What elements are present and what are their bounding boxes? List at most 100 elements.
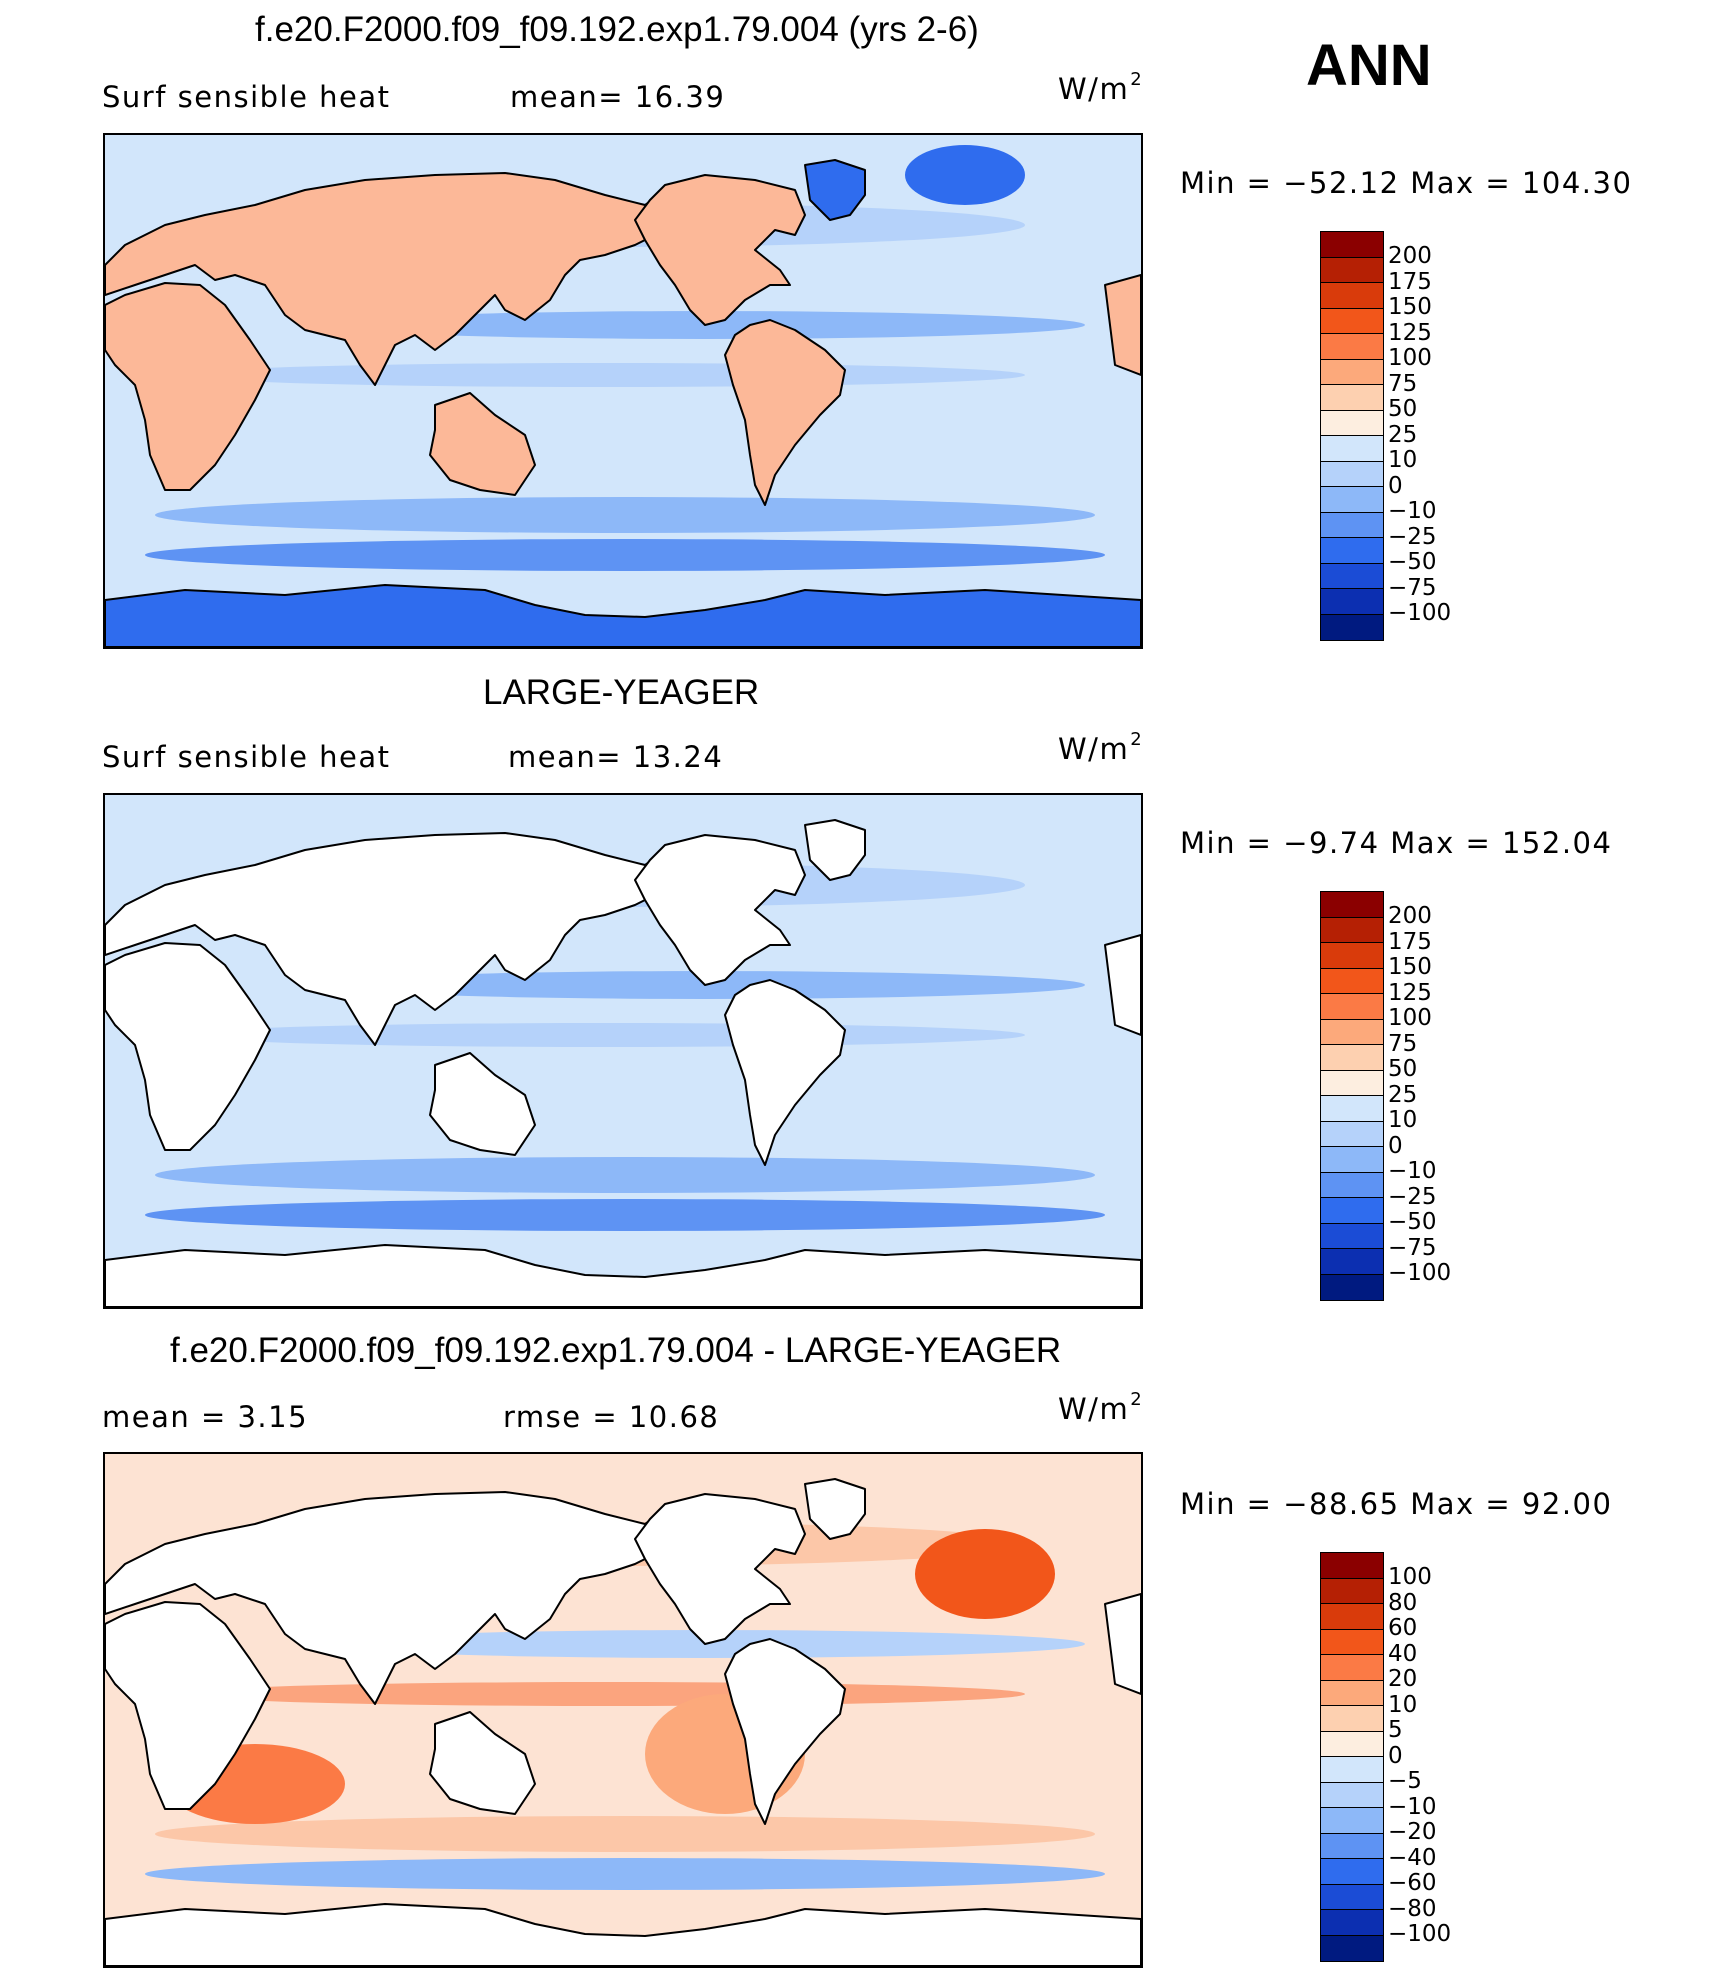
panel-3-map xyxy=(103,1452,1143,1968)
colorbar-tick-label: 25 xyxy=(1388,1081,1418,1108)
continent-africa xyxy=(105,942,271,1151)
colorbar-tick-label: −75 xyxy=(1388,1234,1437,1261)
colorbar-swatch xyxy=(1321,410,1383,436)
colorbar-swatch xyxy=(1321,1757,1383,1783)
continent-africa xyxy=(105,1601,271,1810)
continent-africa-east-edge xyxy=(1104,274,1141,376)
panel-2-variable-label: Surf sensible heat xyxy=(102,740,391,774)
colorbar-tick-label: 0 xyxy=(1388,1132,1403,1159)
panel-3-title: f.e20.F2000.f09_f09.192.exp1.79.004 - LA… xyxy=(170,1331,1062,1370)
field-band xyxy=(185,1023,1025,1047)
colorbar-swatch xyxy=(1321,1553,1383,1579)
panel-3-colorbar-ticks: 100 80 60 40 20 10 5 0 −5 −10 −20 −40 −60 −80 −100 xyxy=(1388,1564,1452,1948)
colorbar-swatch xyxy=(1321,1884,1383,1910)
panel-2-minmax: Min = −9.74 Max = 152.04 xyxy=(1180,826,1613,860)
colorbar-swatch xyxy=(1321,1655,1383,1681)
colorbar-swatch xyxy=(1321,563,1383,589)
colorbar-tick-label: 10 xyxy=(1388,1107,1418,1133)
continent-antarctica xyxy=(105,584,1141,647)
colorbar-swatch xyxy=(1321,943,1383,969)
colorbar-tick-label: 10 xyxy=(1388,447,1418,473)
colorbar-swatch xyxy=(1321,512,1383,538)
field-band xyxy=(145,1199,1105,1231)
continent-greenland xyxy=(804,819,866,881)
colorbar-tick-label: 125 xyxy=(1388,319,1432,346)
continent-greenland xyxy=(804,1478,866,1540)
panel-3-units: W/m2 xyxy=(1058,1389,1144,1426)
colorbar-tick-label: 100 xyxy=(1388,345,1432,371)
panel-1-minmax: Min = −52.12 Max = 104.30 xyxy=(1180,166,1633,200)
colorbar-swatch xyxy=(1321,308,1383,334)
panel-1-variable-label: Surf sensible heat xyxy=(102,80,391,114)
field-band xyxy=(145,539,1105,571)
panel-1-mean-label: mean= 16.39 xyxy=(510,80,726,114)
panel-1-colorbar xyxy=(1320,231,1384,641)
continent-eurasia xyxy=(105,1491,696,1705)
colorbar-tick-label: 20 xyxy=(1388,1666,1418,1692)
field-blob xyxy=(915,1529,1055,1619)
colorbar-swatch xyxy=(1321,1096,1383,1122)
colorbar-tick-label: −80 xyxy=(1388,1895,1437,1922)
panel-2-colorbar-ticks: 200 175 150 125 100 75 50 25 10 0 −10 −25 −50 −75 −100 xyxy=(1388,903,1452,1287)
continent-australia xyxy=(429,1052,536,1156)
continent-south-america xyxy=(724,979,846,1166)
field-band xyxy=(185,363,1025,387)
colorbar-tick-label: −5 xyxy=(1388,1768,1422,1794)
colorbar-swatch xyxy=(1321,1249,1383,1275)
field-band xyxy=(145,1858,1105,1890)
panel-1-map xyxy=(103,133,1143,649)
colorbar-tick-label: 50 xyxy=(1388,396,1418,422)
colorbar-tick-label: −50 xyxy=(1388,549,1437,575)
colorbar-tick-label: 125 xyxy=(1388,979,1432,1006)
panel-2-mean-label: mean= 13.24 xyxy=(508,740,724,774)
field-band xyxy=(185,1682,1025,1706)
colorbar-swatch xyxy=(1321,1604,1383,1630)
colorbar-swatch xyxy=(1321,1629,1383,1655)
colorbar-swatch xyxy=(1321,1935,1383,1961)
colorbar-swatch xyxy=(1321,487,1383,513)
colorbar-tick-label: 75 xyxy=(1388,1030,1418,1057)
colorbar-tick-label: −10 xyxy=(1388,1158,1437,1184)
continent-antarctica xyxy=(105,1244,1141,1307)
colorbar-tick-label: −75 xyxy=(1388,574,1437,601)
continent-north-america xyxy=(634,834,806,986)
colorbar-swatch xyxy=(1321,283,1383,309)
colorbar-tick-label: 150 xyxy=(1388,294,1432,320)
colorbar-swatch xyxy=(1321,1045,1383,1071)
colorbar-tick-label: 200 xyxy=(1388,903,1432,929)
colorbar-swatch xyxy=(1321,1198,1383,1224)
colorbar-swatch xyxy=(1321,1859,1383,1885)
continent-greenland xyxy=(804,159,866,221)
colorbar-swatch xyxy=(1321,614,1383,640)
panel-1-colorbar-ticks: 200 175 150 125 100 75 50 25 10 0 −10 −25 −50 −75 −100 xyxy=(1388,243,1451,627)
continent-south-america xyxy=(724,1638,846,1825)
panel-2-colorbar xyxy=(1320,891,1384,1301)
colorbar-swatch xyxy=(1321,1121,1383,1147)
colorbar-swatch xyxy=(1321,1147,1383,1173)
continent-north-america xyxy=(634,1493,806,1645)
colorbar-swatch xyxy=(1321,1274,1383,1300)
colorbar-tick-label: −40 xyxy=(1388,1844,1437,1871)
colorbar-tick-label: −60 xyxy=(1388,1870,1437,1896)
colorbar-tick-label: −100 xyxy=(1388,1260,1452,1286)
continent-eurasia xyxy=(105,172,696,386)
colorbar-tick-label: −50 xyxy=(1388,1209,1437,1235)
colorbar-tick-label: 100 xyxy=(1388,1564,1432,1590)
colorbar-swatch xyxy=(1321,436,1383,462)
colorbar-tick-label: −10 xyxy=(1388,1793,1437,1820)
continent-antarctica xyxy=(105,1903,1141,1966)
colorbar-tick-label: 5 xyxy=(1388,1717,1403,1743)
colorbar-tick-label: 100 xyxy=(1388,1005,1432,1031)
colorbar-tick-label: 25 xyxy=(1388,421,1418,448)
colorbar-swatch xyxy=(1321,1910,1383,1936)
colorbar-tick-label: 10 xyxy=(1388,1691,1418,1718)
colorbar-swatch xyxy=(1321,589,1383,615)
colorbar-tick-label: −25 xyxy=(1388,1183,1437,1210)
colorbar-swatch xyxy=(1321,1172,1383,1198)
colorbar-swatch xyxy=(1321,1808,1383,1834)
colorbar-tick-label: 200 xyxy=(1388,243,1432,269)
colorbar-swatch xyxy=(1321,1706,1383,1732)
colorbar-swatch xyxy=(1321,359,1383,385)
colorbar-tick-label: −100 xyxy=(1388,1921,1452,1947)
colorbar-swatch xyxy=(1321,1070,1383,1096)
